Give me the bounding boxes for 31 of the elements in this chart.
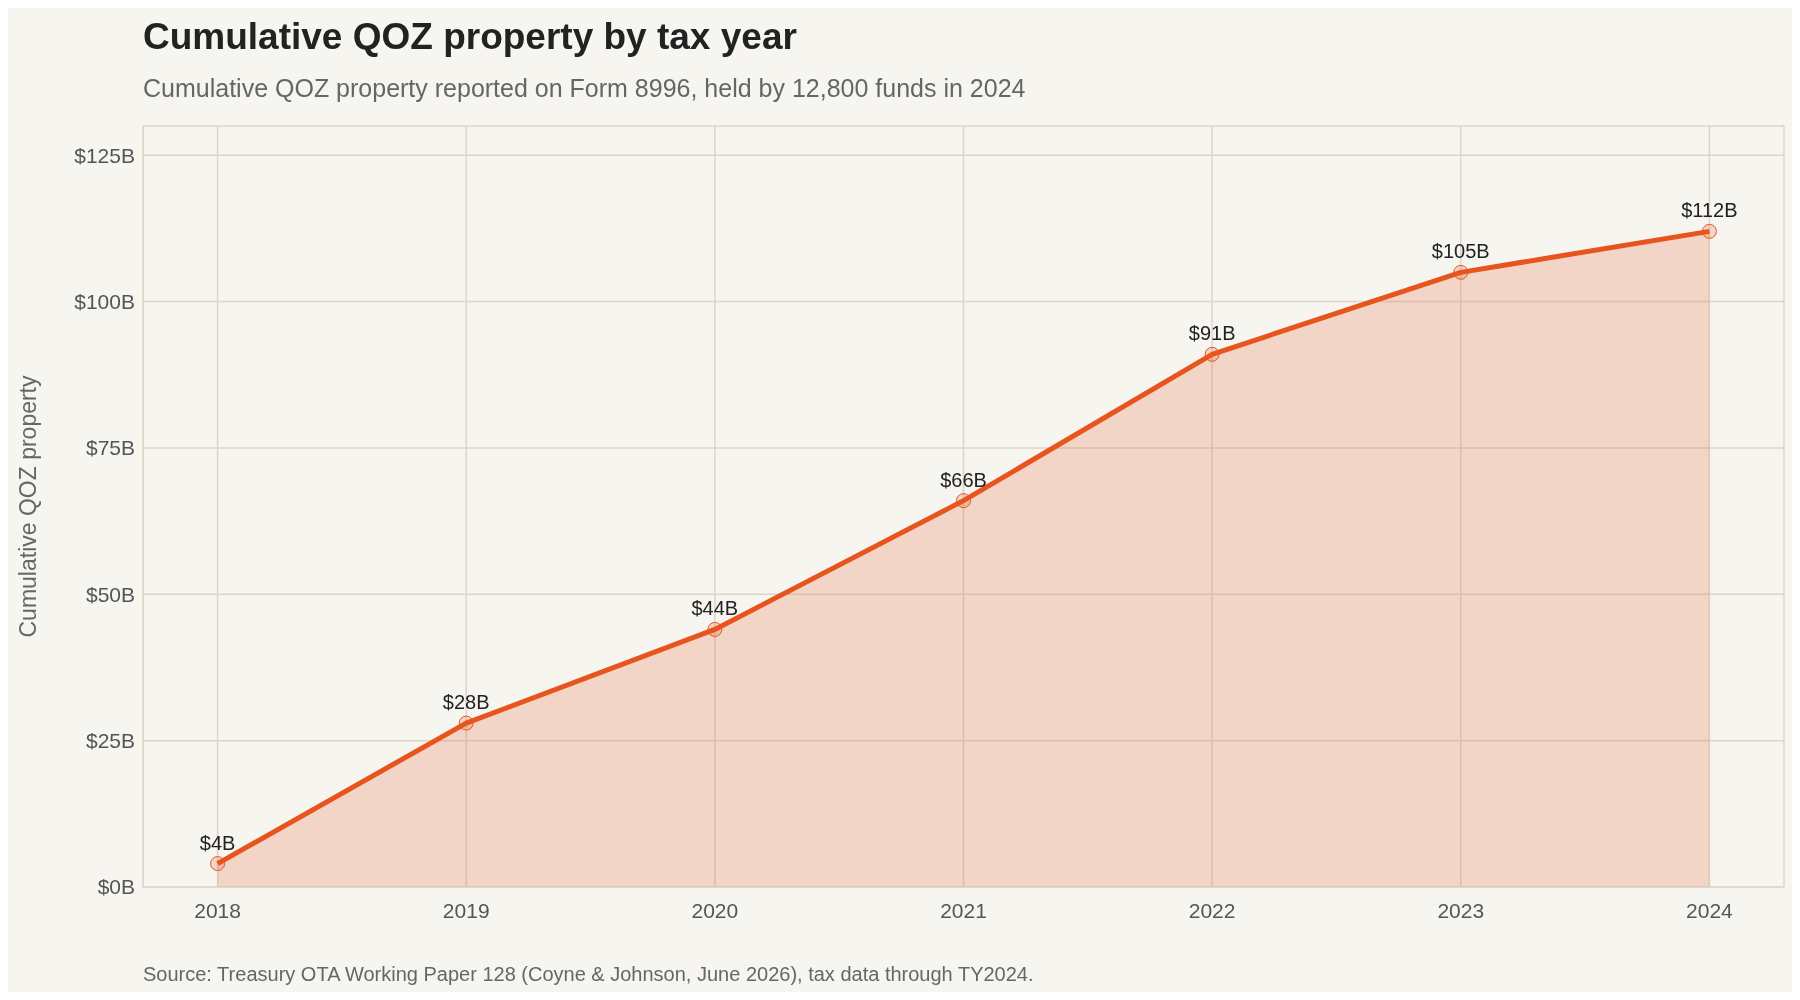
y-tick-label: $50B: [85, 582, 135, 606]
x-tick-label: 2024: [1686, 898, 1734, 922]
data-label: $4B: [199, 831, 236, 854]
point: [956, 493, 971, 509]
y-tick-label: $0B: [97, 875, 135, 899]
x-tick-label: 2019: [442, 898, 490, 922]
y-tick-label: $125B: [74, 143, 135, 167]
y-tick-label: $25B: [85, 729, 135, 753]
point: [210, 856, 226, 872]
data-label: $91B: [1188, 322, 1236, 345]
data-label: $44B: [691, 597, 739, 620]
point: [1453, 264, 1469, 280]
point: [707, 621, 723, 637]
data-label: $66B: [940, 468, 987, 491]
point: [1701, 223, 1717, 239]
chart-subtitle: Cumulative QOZ property reported on Form 8996, held by 12,800 funds in 2024: [143, 74, 1026, 103]
data-label: $28B: [442, 691, 490, 714]
x-tick-label: 2022: [1188, 898, 1236, 922]
point: [1204, 346, 1220, 362]
data-label: $105B: [1431, 240, 1490, 263]
point: [458, 715, 474, 731]
data-label: $112B: [1681, 199, 1738, 222]
x-tick-label: 2023: [1437, 898, 1485, 922]
y-tick-label: $100B: [74, 290, 135, 314]
x-tick-label: 2020: [691, 898, 739, 922]
y-axis-title: Cumulative QOZ property: [15, 374, 42, 638]
x-tick-label: 2021: [940, 898, 987, 922]
y-tick-label: $75B: [85, 436, 135, 460]
source-note: Source: Treasury OTA Working Paper 128 (Coyne & Johnson, June 2026), tax data through TY2024.: [143, 963, 1034, 986]
chart-title: Cumulative QOZ property by tax year: [143, 16, 797, 58]
x-tick-label: 2018: [194, 898, 241, 922]
